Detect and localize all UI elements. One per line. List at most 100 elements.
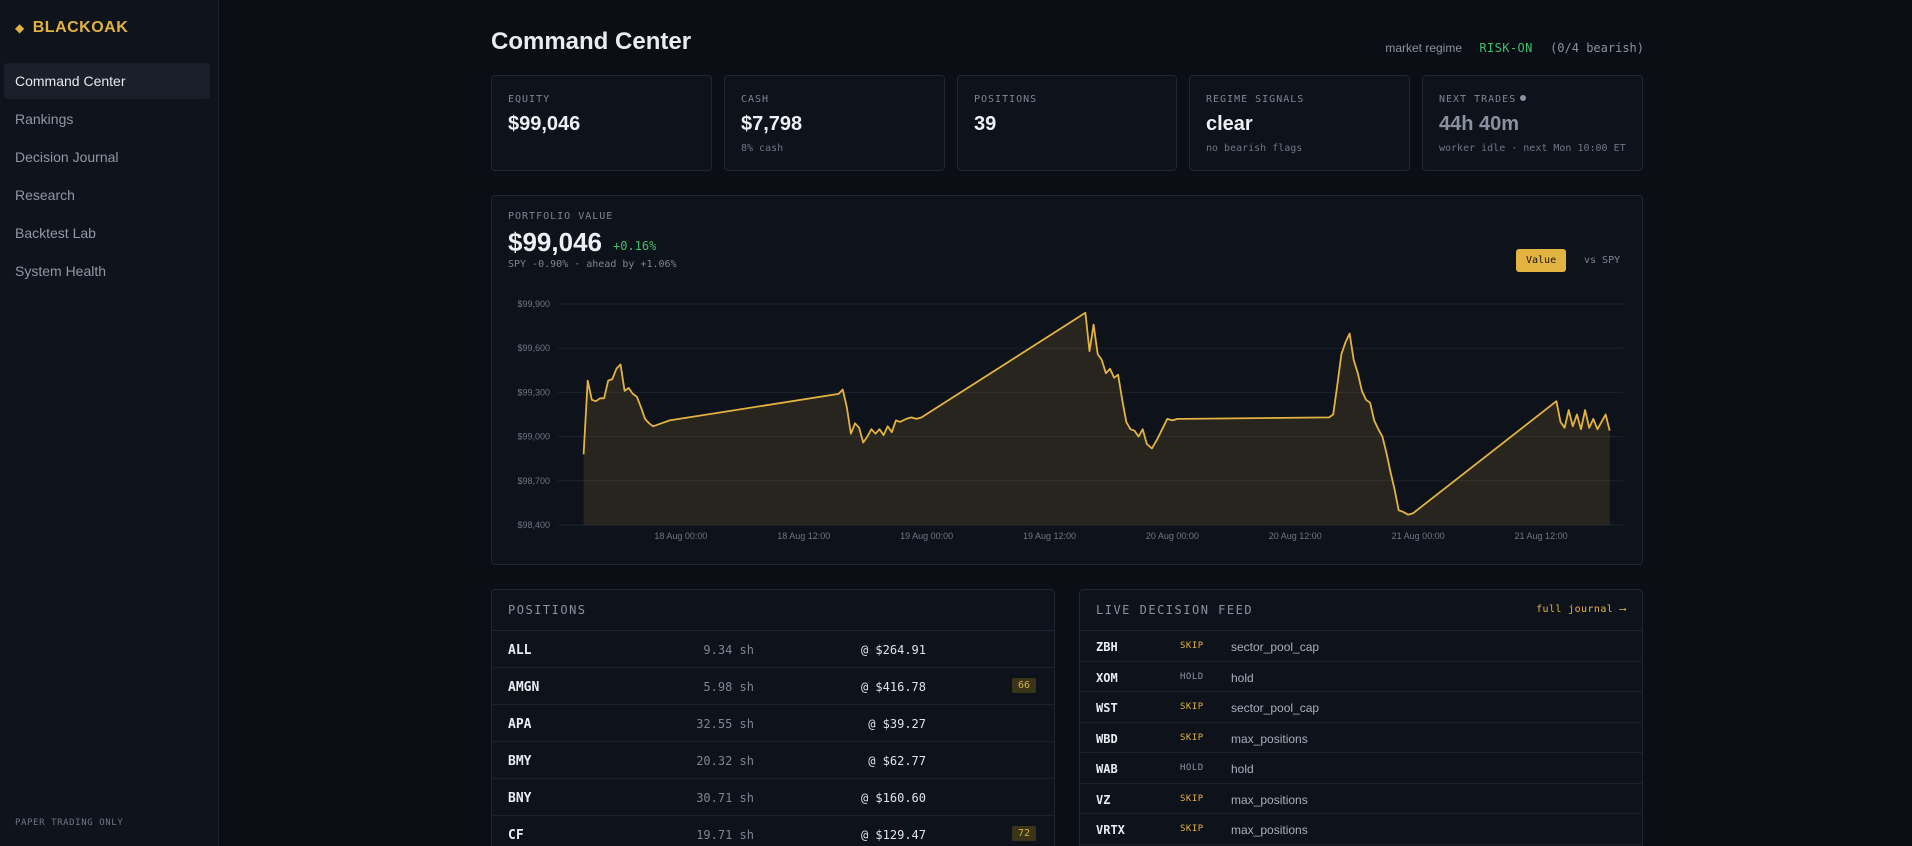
positions-title: POSITIONS	[508, 603, 587, 617]
feed-ticker: WST	[1096, 701, 1118, 715]
position-price: @ $416.78	[860, 680, 926, 694]
chart-area	[583, 312, 1610, 525]
regime-status-badge: RISK-ON	[1479, 41, 1533, 55]
y-tick-label: $99,600	[517, 343, 550, 353]
stat-value: 39	[974, 113, 997, 135]
feed-action-badge: SKIP	[1180, 732, 1204, 743]
vs-spy-toggle-button[interactable]: vs SPY	[1584, 255, 1621, 266]
brand-logo[interactable]: ◆ BLACKOAK	[15, 19, 128, 37]
position-shares: 9.34 sh	[703, 643, 754, 657]
feed-ticker: WAB	[1096, 762, 1118, 776]
x-tick-label: 19 Aug 12:00	[1023, 531, 1076, 541]
portfolio-chart: $99,900 $99,600 $99,300 $99,000 $98,700 $98,4…	[517, 299, 1623, 541]
list-item[interactable]: XOM HOLD hold	[1080, 662, 1642, 692]
stat-card-equity: EQUITY $99,046	[491, 75, 712, 171]
y-tick-label: $99,300	[517, 387, 550, 397]
position-ticker: AMGN	[508, 680, 540, 695]
list-item[interactable]: WST SKIP sector_pool_cap	[1080, 692, 1642, 723]
stat-sub: worker idle · next Mon 10:00 ET	[1439, 143, 1626, 154]
position-price: @ $264.91	[860, 643, 926, 657]
table-row[interactable]: CF 19.71 sh @ $129.47 72	[492, 816, 1054, 846]
sidebar-item-command-center[interactable]: Command Center	[4, 63, 210, 99]
sidebar-item-backtest-lab[interactable]: Backtest Lab	[15, 225, 96, 241]
position-shares: 32.55 sh	[696, 717, 754, 731]
feed-ticker: ZBH	[1096, 640, 1118, 654]
positions-panel: POSITIONS ALL 9.34 sh @ $264.91 AMGN 5.98 sh…	[491, 589, 1055, 846]
stat-label: REGIME SIGNALS	[1206, 94, 1305, 105]
list-item[interactable]: ZBH SKIP sector_pool_cap	[1080, 631, 1642, 662]
list-item[interactable]: VZ SKIP max_positions	[1080, 784, 1642, 814]
diamond-icon: ◆	[15, 21, 25, 35]
position-ticker: APA	[508, 717, 532, 732]
stat-value: clear	[1206, 113, 1253, 135]
x-tick-label: 21 Aug 00:00	[1392, 531, 1445, 541]
position-price: @ $39.27	[868, 717, 926, 731]
stat-sub: no bearish flags	[1206, 143, 1303, 154]
sidebar-item-research[interactable]: Research	[15, 187, 75, 203]
x-tick-label: 21 Aug 12:00	[1515, 531, 1568, 541]
position-price: @ $129.47	[860, 828, 926, 842]
stat-value: $7,798	[741, 113, 803, 135]
chart-line-series	[582, 311, 1611, 516]
feed-ticker: VZ	[1096, 792, 1111, 807]
list-item[interactable]: WAB HOLD hold	[1080, 753, 1642, 784]
value-toggle-button[interactable]: Value	[1516, 249, 1567, 272]
table-row[interactable]: APA 32.55 sh @ $39.27	[492, 705, 1054, 742]
full-journal-link[interactable]: full journal ⟶	[1536, 604, 1626, 615]
table-row[interactable]: AMGN 5.98 sh @ $416.78 66	[492, 668, 1054, 705]
sidebar-nav: Command Center Rankings Decision Journal…	[4, 63, 210, 291]
y-tick-label: $99,900	[517, 299, 550, 309]
feed-reason: hold	[1231, 762, 1254, 776]
feed-action-badge: SKIP	[1180, 824, 1204, 834]
feed-action-badge: HOLD	[1180, 671, 1204, 682]
decision-feed-panel: LIVE DECISION FEED full journal ⟶ ZBH SKI…	[1079, 589, 1643, 846]
table-row[interactable]: BNY 30.71 sh @ $160.60	[492, 779, 1054, 816]
sidebar-item-system-health[interactable]: System Health	[15, 263, 107, 279]
feed-action-badge: SKIP	[1180, 702, 1204, 712]
x-tick-label: 20 Aug 12:00	[1269, 531, 1322, 541]
sidebar-item-decision-journal[interactable]: Decision Journal	[15, 149, 119, 165]
table-row[interactable]: BMY 20.32 sh @ $62.77	[492, 742, 1054, 779]
portfolio-label: PORTFOLIO VALUE	[508, 211, 614, 222]
feed-reason: sector_pool_cap	[1231, 701, 1320, 715]
score-badge: 66	[1011, 678, 1036, 693]
stat-value: $99,046	[508, 113, 581, 135]
portfolio-panel: $99,900 $99,600 $99,300 $99,000 $98,700 $98,4…	[491, 195, 1643, 565]
x-tick-label: 18 Aug 00:00	[654, 531, 707, 541]
list-item[interactable]: WBD SKIP max_positions	[1080, 723, 1642, 753]
feed-action-badge: SKIP	[1180, 793, 1204, 804]
feed-reason: hold	[1231, 670, 1254, 685]
stat-label: POSITIONS	[974, 94, 1038, 105]
position-shares: 20.32 sh	[696, 754, 754, 768]
y-tick-label: $99,000	[517, 432, 550, 442]
sidebar-item-rankings[interactable]: Rankings	[15, 111, 74, 127]
y-tick-label: $98,700	[517, 476, 550, 486]
feed-ticker: WBD	[1096, 731, 1118, 746]
feed-action-badge: SKIP	[1180, 641, 1204, 651]
position-price: @ $160.60	[860, 791, 926, 805]
table-row[interactable]: ALL 9.34 sh @ $264.91	[492, 631, 1054, 668]
position-ticker: BNY	[508, 791, 532, 806]
paper-trading-note: PAPER TRADING ONLY	[15, 818, 124, 828]
page-title: Command Center	[491, 28, 692, 55]
feed-title: LIVE DECISION FEED	[1096, 603, 1254, 617]
x-tick-label: 18 Aug 12:00	[777, 531, 830, 541]
list-item[interactable]: VRTX SKIP max_positions	[1080, 814, 1642, 845]
positions-list: ALL 9.34 sh @ $264.91 AMGN 5.98 sh @ $416.78 6…	[492, 631, 1054, 846]
position-shares: 5.98 sh	[703, 680, 754, 694]
feed-reason: max_positions	[1231, 823, 1308, 837]
stat-card-positions: POSITIONS 39	[957, 75, 1177, 171]
position-ticker: CF	[508, 828, 524, 843]
portfolio-spy-comparison: SPY -0.90% · ahead by +1.06%	[508, 259, 677, 270]
stat-card-next-trades: NEXT TRADES 44h 40m worker idle · next M…	[1422, 75, 1643, 171]
regime-label: market regime	[1385, 41, 1463, 55]
regime-detail: (0/4 bearish)	[1550, 41, 1644, 55]
stat-label-text: NEXT TRADES	[1439, 94, 1517, 105]
feed-action-badge: HOLD	[1180, 763, 1204, 773]
x-tick-label: 19 Aug 00:00	[900, 531, 953, 541]
feed-reason: sector_pool_cap	[1231, 640, 1320, 654]
position-price: @ $62.77	[868, 754, 926, 768]
position-ticker: ALL	[508, 643, 532, 658]
score-badge: 72	[1011, 826, 1036, 841]
feed-ticker: VRTX	[1096, 823, 1125, 837]
